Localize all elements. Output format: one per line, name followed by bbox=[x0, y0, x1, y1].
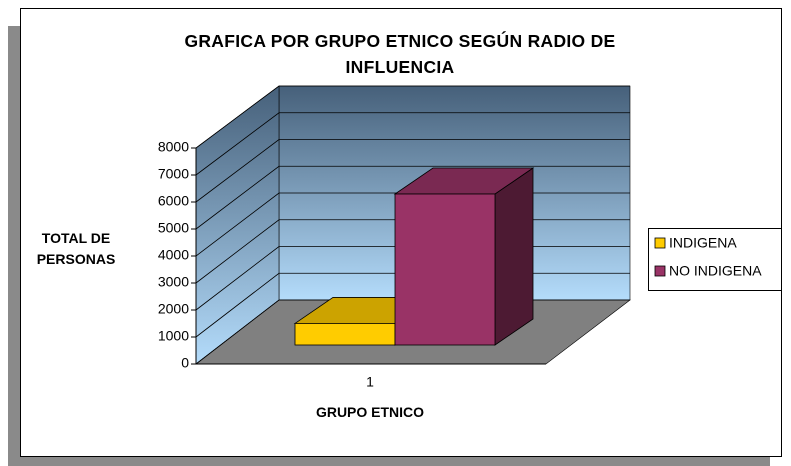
y-tick-label: 2000 bbox=[158, 301, 189, 317]
bar-front bbox=[294, 323, 396, 346]
bar-side bbox=[494, 167, 534, 346]
bar bbox=[393, 167, 535, 346]
legend-swatch bbox=[654, 265, 666, 277]
y-tick-label: 0 bbox=[181, 355, 189, 371]
y-axis-label: TOTAL DE PERSONAS bbox=[36, 230, 116, 267]
grid-line bbox=[195, 139, 630, 203]
bar-front bbox=[394, 193, 496, 346]
y-tick-label: 5000 bbox=[158, 220, 189, 236]
x-tick-label: 1 bbox=[366, 374, 374, 390]
legend-label: INDIGENA bbox=[669, 235, 737, 251]
legend-label: NO INDIGENA bbox=[669, 263, 762, 279]
y-tick-label: 4000 bbox=[158, 247, 189, 263]
chart-title: GRAFICA POR GRUPO ETNICO SEGÚN RADIO DE … bbox=[184, 31, 616, 77]
grid-line bbox=[195, 112, 630, 176]
grid-line bbox=[195, 85, 630, 149]
y-tick-label: 6000 bbox=[158, 193, 189, 209]
y-tick-label: 7000 bbox=[158, 166, 189, 182]
legend bbox=[648, 228, 782, 291]
x-axis-label: GRUPO ETNICO bbox=[315, 404, 425, 420]
grid-line bbox=[195, 165, 630, 230]
legend-swatch bbox=[654, 237, 666, 249]
y-tick-label: 8000 bbox=[158, 139, 189, 155]
y-tick-label: 3000 bbox=[158, 274, 189, 290]
y-tick-label: 1000 bbox=[158, 328, 189, 344]
